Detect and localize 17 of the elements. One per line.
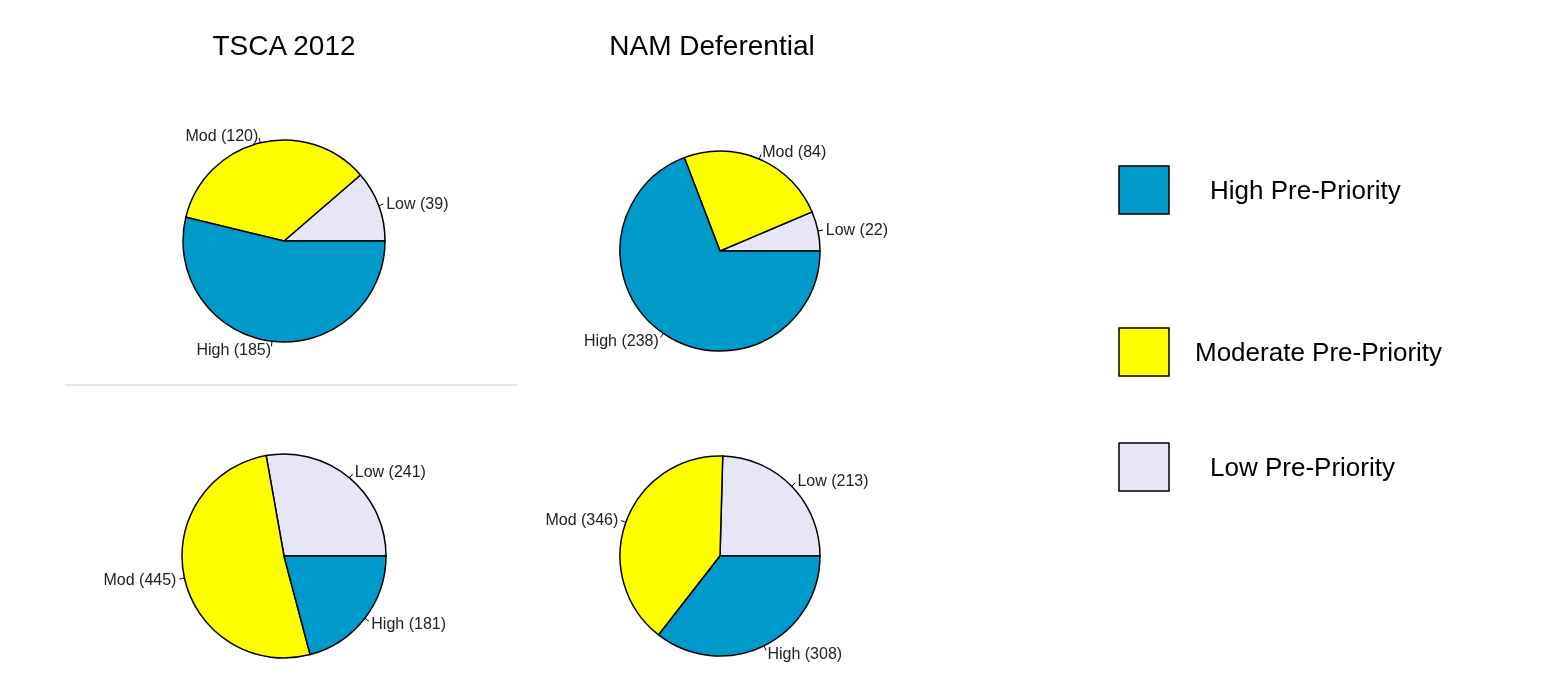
slice-label: Low (213) — [797, 472, 869, 490]
slice-label: High (238) — [584, 331, 659, 349]
slice-label: Mod (84) — [762, 143, 827, 161]
chart-title: NAM Deferential — [609, 29, 815, 61]
slice-label: High (185) — [196, 340, 272, 358]
slice-label: Low (22) — [825, 221, 889, 239]
slice-label: Mod (120) — [185, 126, 259, 144]
slice-label: High (181) — [371, 614, 447, 632]
slice-label: Low (241) — [354, 463, 426, 481]
slice-label: Low (39) — [386, 194, 449, 212]
category-label: Moderate Pre-Priority — [1195, 337, 1443, 368]
category-label: High Pre-Priority — [1210, 175, 1401, 206]
slice-label: Mod (445) — [103, 571, 177, 589]
slice-label: High (308) — [767, 644, 843, 662]
category-label: Low Pre-Priority — [1210, 452, 1395, 483]
chart-title: TSCA 2012 — [212, 29, 356, 61]
slice-label: Mod (346) — [545, 511, 619, 529]
